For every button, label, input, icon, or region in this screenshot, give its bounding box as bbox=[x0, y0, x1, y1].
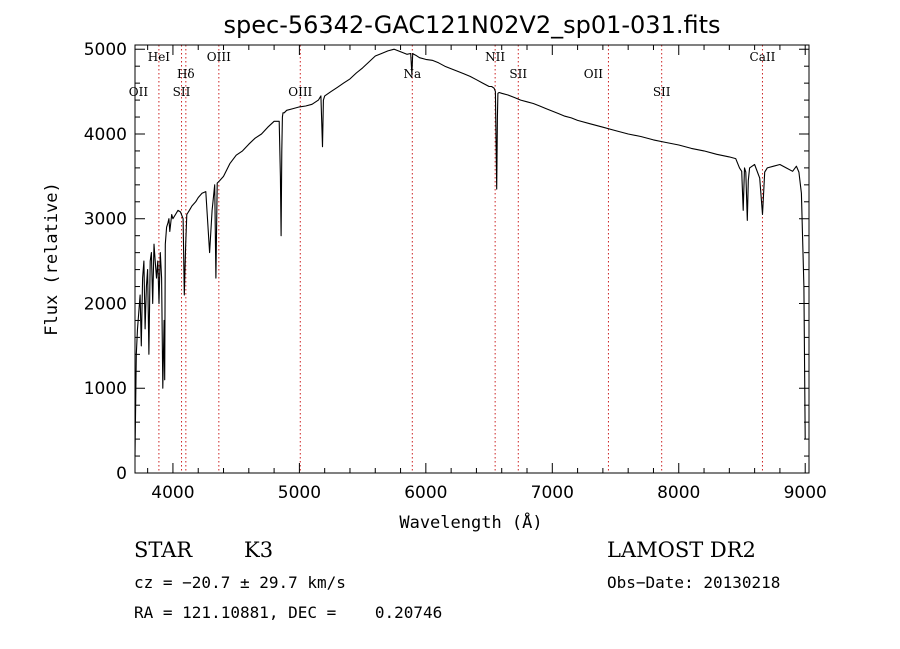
y-tick-label: 2000 bbox=[84, 294, 127, 314]
line-labels: OII HeI SII Hδ OIII OIII Na NII SII OII SII CaII bbox=[129, 50, 776, 99]
y-axis-label: Flux (relative) bbox=[42, 182, 62, 336]
spectrum-line bbox=[134, 48, 806, 457]
object-class: STAR bbox=[134, 538, 193, 562]
emission-line-markers bbox=[158, 45, 763, 473]
x-tick-label: 7000 bbox=[531, 483, 574, 503]
x-tick-label: 9000 bbox=[784, 483, 827, 503]
chart-title: spec-56342-GAC121N02V2_sp01-031.fits bbox=[224, 11, 721, 39]
line-id-label: OIII bbox=[207, 50, 231, 64]
x-axis-label: Wavelength (Å) bbox=[399, 511, 542, 533]
line-id-label: SII bbox=[509, 67, 527, 81]
y-tick-label: 5000 bbox=[84, 40, 127, 60]
object-subclass: K3 bbox=[244, 538, 274, 562]
redshift-velocity: cz = −20.7 ± 29.7 km/s bbox=[134, 573, 346, 592]
line-id-label: SII bbox=[173, 85, 191, 99]
plot-frame bbox=[134, 44, 810, 474]
x-tick-label: 5000 bbox=[278, 483, 321, 503]
line-id-label: OII bbox=[129, 85, 149, 99]
plot-area bbox=[134, 48, 806, 457]
x-tick-label: 6000 bbox=[404, 483, 447, 503]
line-id-label: OIII bbox=[288, 85, 312, 99]
line-id-label: Hδ bbox=[177, 67, 195, 81]
line-id-label: SII bbox=[653, 85, 671, 99]
line-id-label: NII bbox=[485, 50, 505, 64]
coordinates: RA = 121.10881, DEC = 0.20746 bbox=[134, 603, 443, 622]
y-tick-label: 3000 bbox=[84, 210, 127, 230]
observation-date: Obs−Date: 20130218 bbox=[607, 573, 781, 592]
y-tick-label: 4000 bbox=[84, 125, 127, 145]
x-tick-label: 4000 bbox=[151, 483, 194, 503]
line-id-label: OII bbox=[584, 67, 604, 81]
line-id-label: CaII bbox=[750, 50, 776, 64]
y-tick-label: 1000 bbox=[84, 379, 127, 399]
y-tick-label: 0 bbox=[116, 464, 127, 484]
axes: 4000 5000 6000 7000 8000 9000 0 1000 2000 3000 400… bbox=[84, 40, 827, 503]
x-tick-label: 8000 bbox=[657, 483, 700, 503]
survey-name: LAMOST DR2 bbox=[607, 538, 756, 562]
line-id-label: HeI bbox=[148, 50, 171, 64]
line-id-label: Na bbox=[403, 67, 421, 81]
